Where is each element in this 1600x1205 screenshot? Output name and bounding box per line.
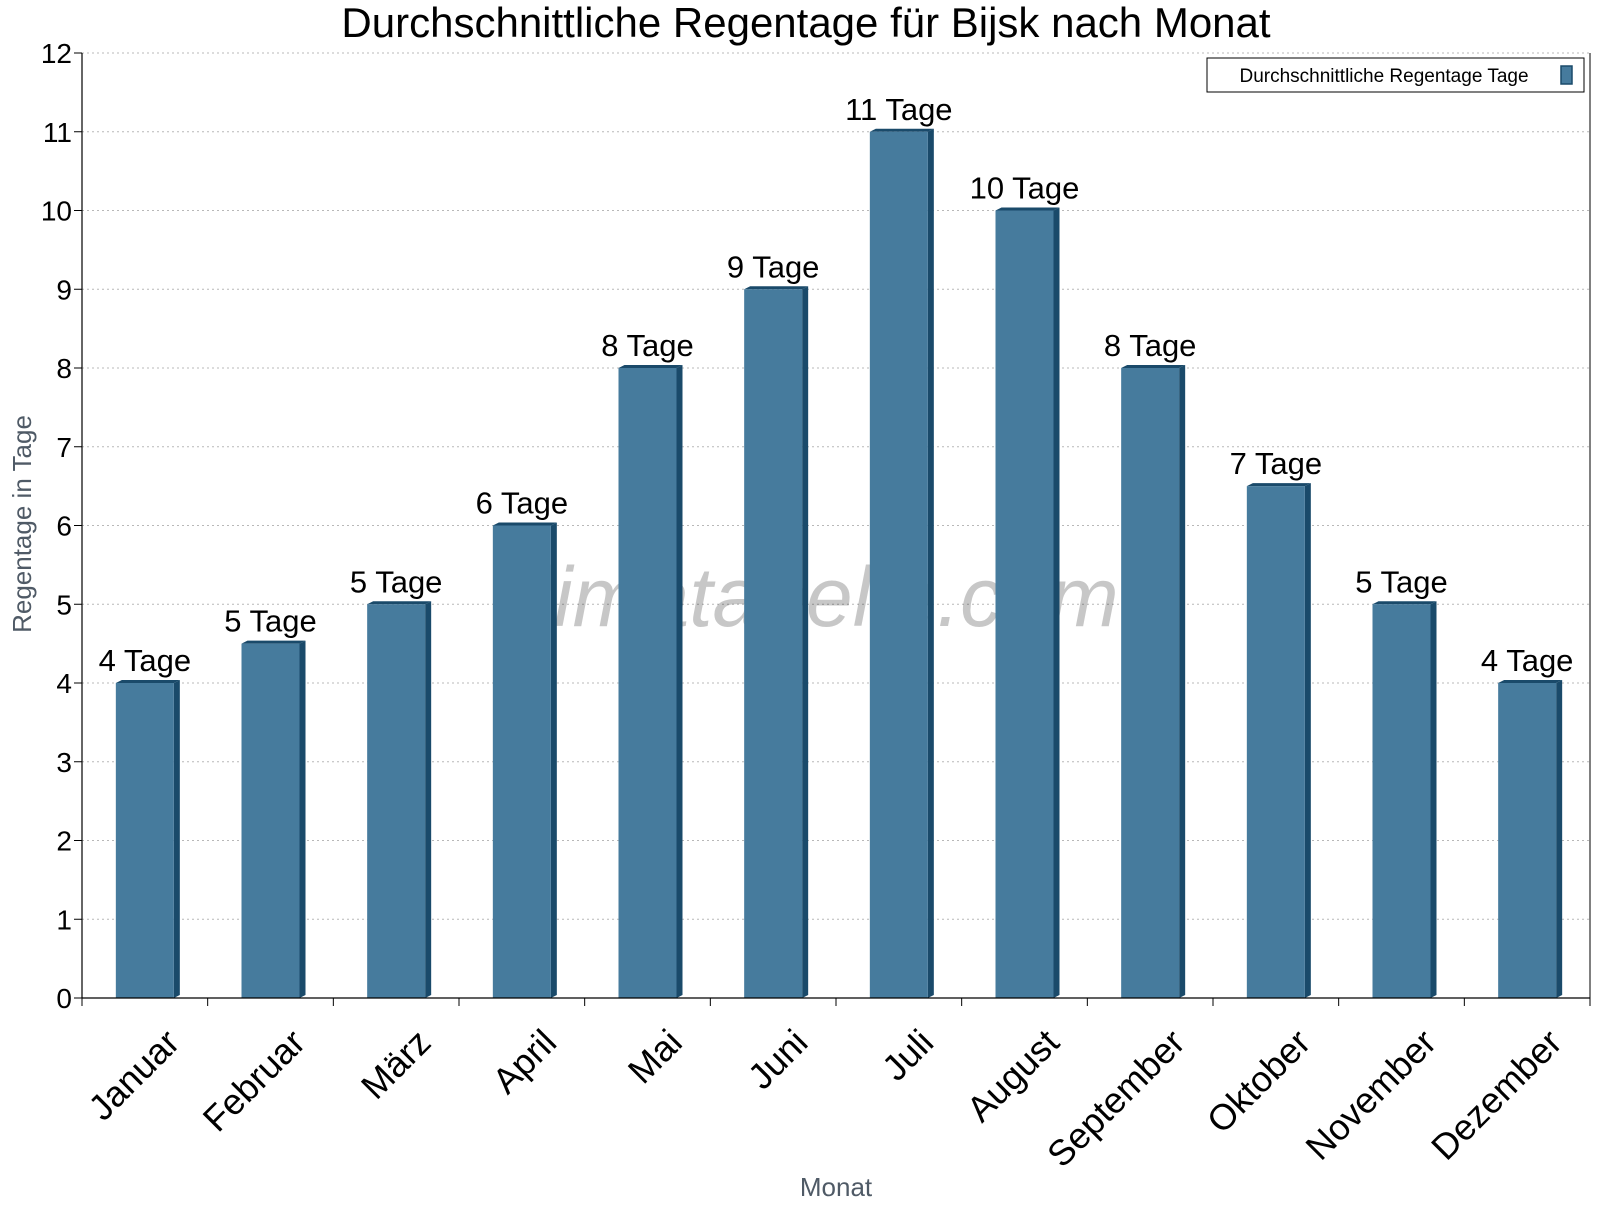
bar-front: [115, 683, 174, 998]
bar-side: [802, 286, 809, 998]
bar-side: [1179, 365, 1186, 998]
bar-top: [1498, 680, 1563, 683]
bar-value-label: 11 Tage: [845, 92, 952, 127]
bar: [492, 522, 557, 998]
chart-title: Durchschnittliche Regentage für Bijsk na…: [341, 0, 1270, 46]
bar-side: [550, 522, 557, 998]
y-tick-label: 11: [43, 117, 72, 148]
bar-value-label: 8 Tage: [601, 328, 694, 363]
y-tick-label: 9: [56, 274, 72, 305]
bar: [1498, 680, 1563, 998]
bar-front: [1246, 486, 1305, 998]
x-tick-label: Juli: [874, 1021, 941, 1088]
bar: [1372, 601, 1437, 998]
bar-value-label: 4 Tage: [1481, 643, 1574, 678]
bar-top: [1246, 483, 1311, 487]
bar-front: [241, 643, 300, 998]
bar-side: [676, 365, 683, 998]
bar-side: [425, 601, 432, 998]
bar-side: [1304, 483, 1311, 998]
data-labels: 4 Tage 5 Tage 5 Tage 6 Tage 8 Tage 9 Tage 11 T…: [99, 92, 1574, 678]
x-tick-label: Juni: [740, 1021, 816, 1097]
y-tick-label: 7: [56, 432, 72, 463]
bar-front: [744, 289, 803, 998]
bar-value-label: 9 Tage: [727, 249, 820, 284]
x-tick-label: Februar: [195, 1021, 313, 1139]
bar-front: [1498, 683, 1557, 998]
bar-front: [869, 131, 928, 998]
bar-value-label: 10 Tage: [970, 171, 1080, 206]
bar-value-label: 5 Tage: [224, 604, 317, 639]
bar-side: [1556, 680, 1563, 998]
x-tick-label: Mai: [620, 1021, 690, 1091]
x-tick-label: Oktober: [1199, 1021, 1319, 1141]
y-tick-label: 10: [41, 196, 72, 227]
bar-front: [618, 368, 677, 998]
x-tick-label: September: [1039, 1021, 1193, 1175]
bar-side: [1430, 601, 1437, 998]
bar: [241, 640, 306, 998]
bar-side: [173, 680, 180, 998]
bar-value-label: 6 Tage: [476, 486, 569, 521]
y-tick-label: 4: [56, 668, 72, 699]
legend-box: [1206, 57, 1585, 93]
bar: [1121, 365, 1186, 998]
bar-side: [1053, 207, 1060, 998]
x-tick-label: August: [959, 1021, 1067, 1129]
x-axis-label: Monat: [800, 1172, 873, 1200]
bar-front: [367, 604, 426, 998]
bar-top: [869, 128, 934, 132]
x-tick-label: Dezember: [1423, 1021, 1569, 1167]
bar-top: [367, 601, 432, 605]
bar-side: [927, 128, 934, 998]
bar: [995, 207, 1060, 998]
bar: [618, 365, 683, 998]
bar: [744, 286, 809, 998]
bar-value-label: 5 Tage: [1355, 564, 1448, 599]
y-tick-label: 1: [56, 904, 72, 935]
legend: Durchschnittliche Regentage Tage: [1206, 57, 1585, 93]
x-tick-label: März: [353, 1021, 439, 1107]
bar: [367, 601, 432, 998]
bar: [115, 680, 180, 998]
bar: [1246, 483, 1311, 998]
bar-top: [744, 286, 809, 290]
bar-top: [1121, 365, 1186, 368]
y-tick-label: 0: [56, 983, 72, 1014]
bar-value-label: 8 Tage: [1104, 328, 1197, 363]
bar-front: [1121, 368, 1180, 998]
bar-top: [492, 522, 557, 526]
bar-value-label: 5 Tage: [350, 564, 443, 599]
bar: [869, 128, 934, 998]
legend-swatch: [1560, 65, 1573, 85]
bar-front: [492, 525, 551, 998]
bar-front: [995, 210, 1054, 998]
y-tick-label: 8: [56, 353, 72, 384]
x-tick-label: November: [1297, 1021, 1443, 1167]
bar-front: [1372, 604, 1431, 998]
y-tick-label: 2: [56, 826, 72, 857]
legend-label: Durchschnittliche Regentage Tage: [1239, 66, 1528, 87]
bar-value-label: 7 Tage: [1230, 446, 1323, 481]
y-axis-label: Regentage in Tage: [7, 415, 37, 633]
x-tick-label: April: [484, 1021, 564, 1101]
gridlines: [82, 52, 1590, 920]
y-tick-label: 6: [56, 511, 72, 542]
bar-top: [995, 207, 1060, 211]
bar-side: [299, 640, 306, 998]
y-tick-label: 3: [56, 747, 72, 778]
bar-top: [241, 640, 306, 644]
bar-top: [618, 365, 683, 368]
bar-top: [1372, 601, 1437, 605]
bars: [115, 128, 1563, 998]
y-tick-label: 12: [41, 38, 72, 69]
x-tick-label: Januar: [80, 1021, 187, 1128]
y-tick-label: 5: [56, 589, 72, 620]
bar-value-label: 4 Tage: [99, 643, 192, 678]
bar-top: [115, 680, 180, 683]
